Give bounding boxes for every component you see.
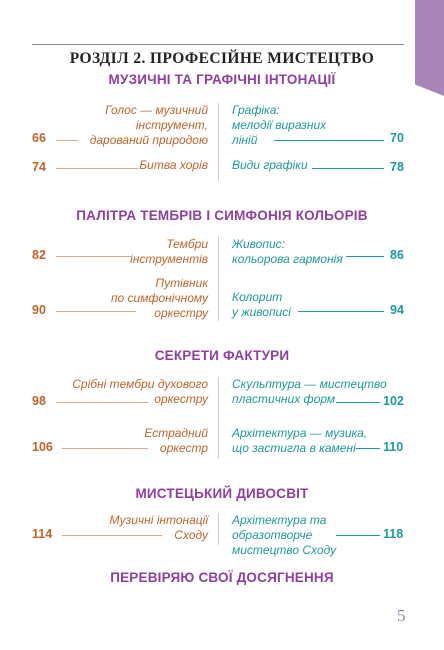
leader-line xyxy=(56,311,136,312)
page-number-left[interactable]: 106 xyxy=(32,440,53,454)
toc-entry-left[interactable]: Тембри інструментів xyxy=(130,237,208,266)
leader-line xyxy=(336,402,380,403)
toc-entry-left[interactable]: Срібні тембри духового оркестру xyxy=(72,377,208,406)
page-number-left[interactable]: 114 xyxy=(32,527,53,541)
page-number-left[interactable]: 90 xyxy=(32,303,46,317)
leader-line xyxy=(312,168,384,169)
toc-entry-right[interactable]: Архітектура та образотворче мистецтво Сх… xyxy=(232,513,337,557)
toc-entry-right[interactable]: Скульптура — мистецтво пластичних форм xyxy=(232,377,387,406)
section-heading: ПЕРЕВІРЯЮ СВОЇ ДОСЯГНЕННЯ xyxy=(110,570,334,585)
leader-line xyxy=(62,535,162,536)
toc-entry-left[interactable]: Голос — музичний інструмент, дарований п… xyxy=(89,103,208,147)
leader-line xyxy=(56,402,148,403)
leader-line xyxy=(62,448,148,449)
page-number-left[interactable]: 66 xyxy=(32,131,46,145)
page-number-right[interactable]: 78 xyxy=(390,160,404,174)
page-number-right[interactable]: 118 xyxy=(383,527,404,541)
column-divider xyxy=(218,377,219,459)
leader-line xyxy=(356,448,380,449)
toc-entry-left[interactable]: Естрадний оркестр xyxy=(144,426,208,455)
page-number-right[interactable]: 70 xyxy=(390,131,404,145)
section-heading: МУЗИЧНІ ТА ГРАФІЧНІ ІНТОНАЦІЇ xyxy=(108,72,336,87)
toc-entry-right[interactable]: Графіка: мелодії виразних ліній xyxy=(232,103,327,147)
leader-line xyxy=(56,168,138,169)
page-number: 5 xyxy=(397,606,406,625)
toc-entry-left[interactable]: Битва хорів xyxy=(139,158,208,172)
section-heading: МИСТЕЦЬКИЙ ДИВОСВІТ xyxy=(135,486,309,501)
toc-entry-right[interactable]: Архітектура — музика, що застигла в каме… xyxy=(232,426,368,455)
toc-entry-right[interactable]: Живопис: кольорова гармонія xyxy=(232,237,343,266)
toc-entry-right[interactable]: Колорит у живописі xyxy=(232,290,291,319)
leader-line xyxy=(336,535,380,536)
leader-line xyxy=(274,140,384,141)
page-number-right[interactable]: 102 xyxy=(383,394,404,408)
page-number-right[interactable]: 94 xyxy=(390,303,404,317)
toc-entry-right[interactable]: Види графіки xyxy=(232,158,308,172)
page-number-left[interactable]: 98 xyxy=(32,394,46,408)
page-number-right[interactable]: 86 xyxy=(390,248,404,262)
toc-entry-left[interactable]: Путівник по симфонічному оркестру xyxy=(110,276,208,320)
page-number-left[interactable]: 82 xyxy=(32,248,46,262)
column-divider xyxy=(218,236,219,321)
corner-tab xyxy=(415,0,444,96)
leader-line xyxy=(56,140,78,141)
top-rule xyxy=(32,44,404,45)
page-number-left[interactable]: 74 xyxy=(32,160,46,174)
chapter-title: РОЗДІЛ 2. ПРОФЕСІЙНЕ МИСТЕЦТВО xyxy=(69,50,375,67)
section-heading: ПАЛІТРА ТЕМБРІВ І СИМФОНІЯ КОЛЬОРІВ xyxy=(76,208,368,223)
toc-entry-left[interactable]: Музичні інтонації Сходу xyxy=(109,513,208,542)
leader-line xyxy=(346,256,384,257)
leader-line xyxy=(56,256,132,257)
section-heading: СЕКРЕТИ ФАКТУРИ xyxy=(154,348,290,363)
column-divider xyxy=(218,513,219,545)
leader-line xyxy=(298,311,384,312)
column-divider xyxy=(218,103,219,181)
page-number-right[interactable]: 110 xyxy=(383,440,404,454)
